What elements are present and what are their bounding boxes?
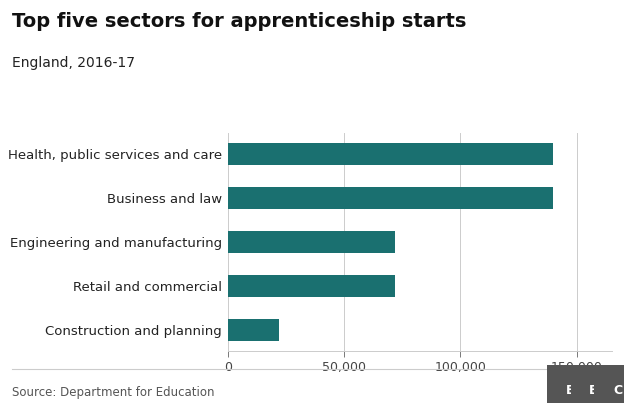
Bar <box>228 319 279 341</box>
Bar <box>228 231 395 253</box>
Text: B: B <box>589 384 599 397</box>
Bar <box>228 143 553 165</box>
Bar <box>228 187 553 209</box>
Text: C: C <box>613 384 622 397</box>
Text: Source: Department for Education: Source: Department for Education <box>12 386 215 399</box>
Text: England, 2016-17: England, 2016-17 <box>12 56 135 71</box>
Bar <box>228 275 395 297</box>
Text: Top five sectors for apprenticeship starts: Top five sectors for apprenticeship star… <box>12 12 467 31</box>
Text: B: B <box>565 384 575 397</box>
